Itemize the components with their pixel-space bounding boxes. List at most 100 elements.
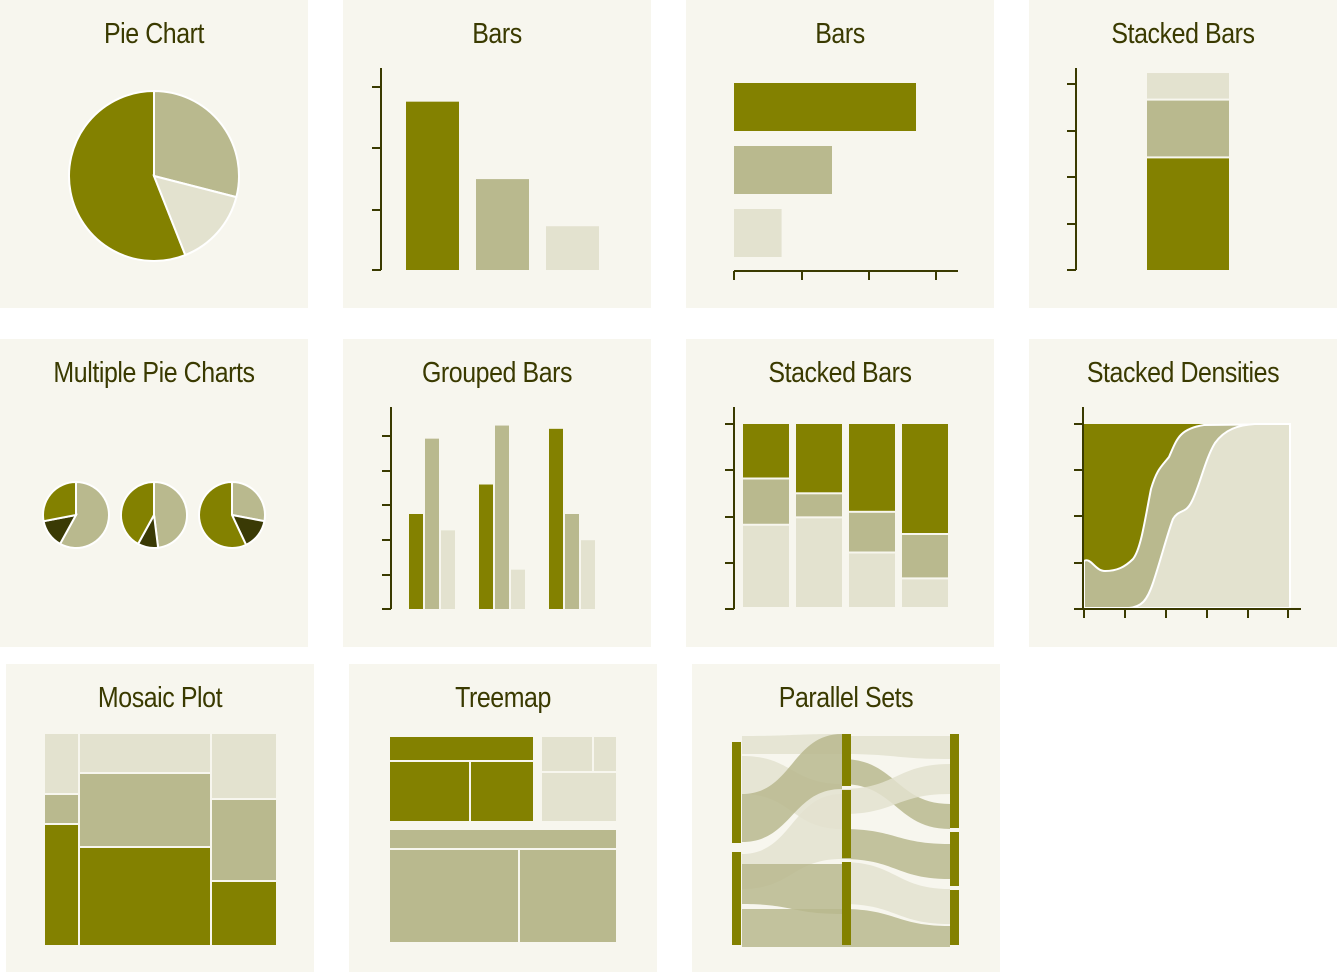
multiple-pie-charts-svg: [42, 480, 266, 549]
stack-segment: [1147, 100, 1229, 157]
stack-segment: [902, 424, 948, 533]
parallel-set-ribbon: [842, 736, 950, 759]
mosaic-cell: [212, 734, 276, 798]
stack-segment: [849, 553, 895, 607]
bar: [549, 428, 563, 609]
tile-title: Stacked Bars: [1111, 18, 1255, 50]
parallel-set-ribbon: [742, 909, 842, 947]
pie-slice: [42, 480, 77, 523]
stack-segment: [796, 518, 842, 607]
pie-slice: [153, 89, 240, 199]
tile-title: Grouped Bars: [421, 357, 573, 389]
pie-slice: [68, 89, 187, 262]
pie-slice: [120, 480, 155, 546]
treemap-tile: Treemap: [349, 664, 657, 972]
bars-vertical-tile: Bars: [343, 0, 651, 308]
pie-slice: [152, 174, 238, 257]
grouped-bars-tile: Grouped Bars: [343, 339, 651, 647]
parallel-sets-tile: Parallel Sets: [692, 664, 1000, 972]
treemap-cell: [542, 737, 592, 771]
stack-segment: [796, 424, 842, 493]
parallel-set-axis: [732, 852, 741, 945]
stack-segment: [849, 512, 895, 552]
stack-segment: [902, 535, 948, 578]
treemap-cell: [390, 762, 469, 821]
stack-segment: [1147, 73, 1229, 99]
pie-slice: [153, 480, 188, 549]
stacked-densities-tile: Stacked Densities: [1029, 339, 1337, 647]
mosaic-cell: [80, 848, 210, 945]
treemap-cell: [542, 773, 616, 821]
treemap-cell: [471, 762, 533, 821]
mosaic-cell: [45, 825, 78, 945]
treemap-cell: [520, 850, 616, 942]
bar: [734, 209, 782, 257]
parallel-sets-svg: [732, 734, 959, 947]
parallel-set-axis: [842, 862, 851, 945]
bars-horizontal-tile: Bars: [686, 0, 994, 308]
bars-horizontal-svg: [733, 83, 958, 280]
stack-segment: [849, 424, 895, 511]
mosaic-cell: [80, 774, 210, 846]
parallel-set-axis: [732, 742, 741, 843]
bar: [441, 530, 455, 609]
bar: [734, 83, 916, 131]
tile-title: Bars: [815, 18, 865, 50]
parallel-set-ribbon: [742, 864, 842, 914]
bar: [581, 540, 595, 609]
stacked-bars-multi-tile: Stacked Bars: [686, 339, 994, 647]
mosaic-plot-tile: Mosaic Plot: [6, 664, 314, 972]
mosaic-cell: [212, 800, 276, 880]
density-area: [1084, 423, 1291, 609]
grouped-bars-svg: [382, 407, 595, 610]
tile-title: Stacked Densities: [1086, 357, 1280, 389]
parallel-set-ribbon: [842, 764, 950, 814]
tile-title: Pie Chart: [103, 18, 205, 50]
parallel-set-axis: [842, 790, 851, 858]
bar: [425, 438, 439, 609]
multiple-pie-charts-tile: Multiple Pie Charts: [0, 339, 308, 647]
stack-segment: [743, 479, 789, 524]
bar: [409, 514, 423, 609]
tile-title: Mosaic Plot: [97, 682, 223, 714]
stack-segment: [1147, 158, 1229, 270]
stacked-bars-single-tile: Stacked Bars: [1029, 0, 1337, 308]
treemap-cell: [390, 850, 518, 942]
stacked-bars-multi-svg: [725, 407, 948, 610]
mosaic-cell: [80, 734, 210, 772]
parallel-set-ribbon: [842, 829, 950, 879]
parallel-set-ribbon: [842, 909, 950, 947]
parallel-set-axis: [950, 734, 959, 828]
stack-segment: [743, 424, 789, 478]
parallel-set-ribbon: [842, 862, 950, 924]
parallel-set-ribbon: [742, 734, 842, 842]
bar: [495, 425, 509, 609]
tile-title: Parallel Sets: [778, 682, 914, 714]
bar: [406, 101, 459, 271]
bar: [565, 514, 579, 609]
bar: [479, 484, 493, 609]
bar: [511, 569, 525, 609]
pie-chart-tile: Pie Chart: [0, 0, 308, 308]
parallel-set-axis: [950, 832, 959, 886]
parallel-set-axis: [950, 890, 959, 945]
stack-segment: [796, 494, 842, 517]
mosaic-cell: [212, 882, 276, 945]
stack-segment: [902, 579, 948, 607]
stacked-densities-svg: [1074, 407, 1301, 618]
bar: [476, 179, 529, 270]
tile-title: Bars: [472, 18, 522, 50]
pie-chart-svg: [68, 89, 240, 262]
tile-title: Multiple Pie Charts: [53, 357, 255, 389]
bar: [734, 146, 832, 194]
treemap-svg: [390, 737, 616, 942]
tile-title: Stacked Bars: [768, 357, 912, 389]
pie-slice: [231, 480, 266, 523]
tile-title: Treemap: [455, 682, 551, 714]
treemap-cell: [390, 830, 616, 848]
pie-slice: [58, 480, 110, 549]
stacked-bars-single-svg: [1067, 68, 1229, 271]
mosaic-cell: [45, 795, 78, 823]
treemap-cell: [594, 737, 616, 771]
treemap-cell: [390, 737, 533, 760]
